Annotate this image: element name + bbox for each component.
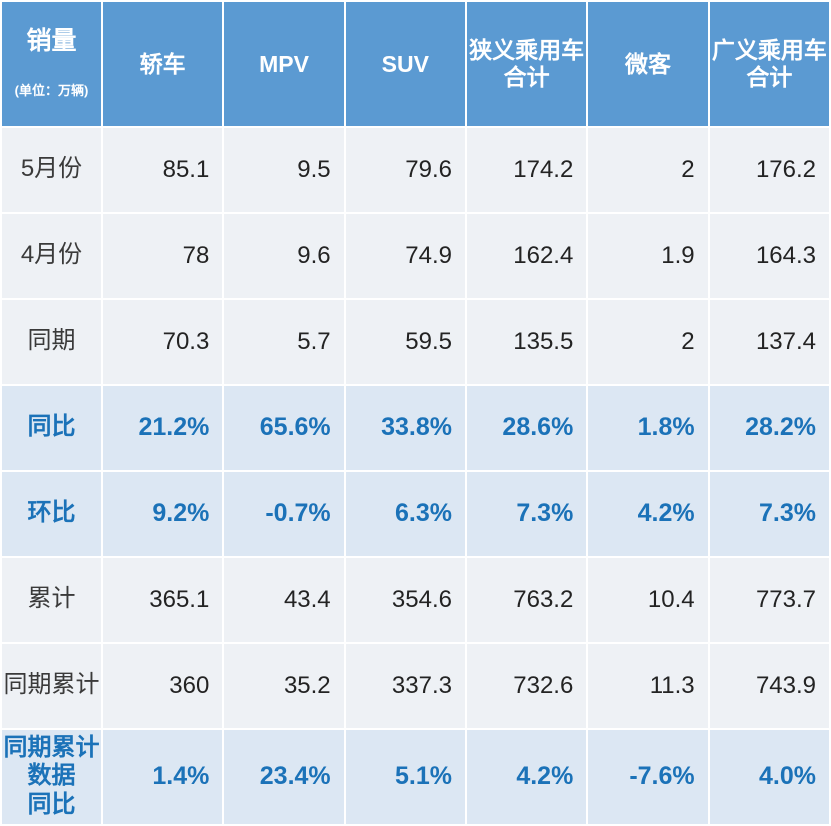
value-cell: 10.4 xyxy=(588,557,708,642)
value-cell: 78 xyxy=(103,213,223,298)
column-header-narrow-pv-total: 狭义乘用车 合计 xyxy=(466,2,587,126)
value-cell: -7.6% xyxy=(588,729,708,824)
value-cell: 85.1 xyxy=(103,127,223,212)
row-label: 4月份 xyxy=(2,213,101,298)
row-label: 同期 xyxy=(2,299,101,384)
value-cell: 21.2% xyxy=(103,385,223,470)
table-row-mom: 环比 9.2% -0.7% 6.3% 7.3% 4.2% 7.3% xyxy=(2,471,829,556)
value-cell: 1.8% xyxy=(588,385,708,470)
value-cell: 4.2% xyxy=(466,729,587,824)
table-row-may: 5月份 85.1 9.5 79.6 174.2 2 176.2 xyxy=(2,127,829,212)
value-cell: 9.5 xyxy=(224,127,344,212)
value-cell: 1.4% xyxy=(103,729,223,824)
value-cell: 28.6% xyxy=(466,385,587,470)
value-cell: 360 xyxy=(103,643,223,728)
value-cell: 365.1 xyxy=(103,557,223,642)
table-row-same-period-cumulative: 同期累计 360 35.2 337.3 732.6 11.3 743.9 xyxy=(2,643,829,728)
value-cell: 70.3 xyxy=(103,299,223,384)
value-cell: 11.3 xyxy=(588,643,708,728)
column-header-mpv: MPV xyxy=(224,2,344,126)
header-row: 销量 (单位：万辆) 轿车 MPV SUV 狭义乘用车 合计 微客 广义乘用车 … xyxy=(2,2,829,126)
value-cell: 65.6% xyxy=(224,385,344,470)
table-row-cumulative-yoy: 同期累计 数据 同比 1.4% 23.4% 5.1% 4.2% -7.6% 4.… xyxy=(2,729,829,824)
value-cell: 28.2% xyxy=(709,385,829,470)
value-cell: 35.2 xyxy=(224,643,344,728)
value-cell: 174.2 xyxy=(466,127,587,212)
value-cell: 5.7 xyxy=(224,299,344,384)
table-unit: (单位：万辆) xyxy=(14,83,89,99)
value-cell: 2 xyxy=(588,299,708,384)
value-cell: 176.2 xyxy=(709,127,829,212)
column-header-sedan: 轿车 xyxy=(103,2,223,126)
value-cell: 74.9 xyxy=(345,213,465,298)
value-cell: 732.6 xyxy=(466,643,587,728)
value-cell: 4.0% xyxy=(709,729,829,824)
table-body: 5月份 85.1 9.5 79.6 174.2 2 176.2 4月份 78 9… xyxy=(2,127,829,824)
value-cell: 162.4 xyxy=(466,213,587,298)
row-label: 累计 xyxy=(2,557,101,642)
value-cell: 354.6 xyxy=(345,557,465,642)
value-cell: 7.3% xyxy=(709,471,829,556)
value-cell: 59.5 xyxy=(345,299,465,384)
row-label: 同比 xyxy=(2,385,101,470)
value-cell: 135.5 xyxy=(466,299,587,384)
value-cell: 1.9 xyxy=(588,213,708,298)
value-cell: 763.2 xyxy=(466,557,587,642)
row-label: 同期累计 xyxy=(2,643,101,728)
table-row-yoy: 同比 21.2% 65.6% 33.8% 28.6% 1.8% 28.2% xyxy=(2,385,829,470)
value-cell: 23.4% xyxy=(224,729,344,824)
value-cell: 7.3% xyxy=(466,471,587,556)
value-cell: 79.6 xyxy=(345,127,465,212)
value-cell: 4.2% xyxy=(588,471,708,556)
value-cell: 5.1% xyxy=(345,729,465,824)
row-label: 环比 xyxy=(2,471,101,556)
value-cell: -0.7% xyxy=(224,471,344,556)
value-cell: 2 xyxy=(588,127,708,212)
table-header: 销量 (单位：万辆) 轿车 MPV SUV 狭义乘用车 合计 微客 广义乘用车 … xyxy=(2,2,829,126)
table-row-same-period: 同期 70.3 5.7 59.5 135.5 2 137.4 xyxy=(2,299,829,384)
column-header-microvan: 微客 xyxy=(588,2,708,126)
value-cell: 9.2% xyxy=(103,471,223,556)
value-cell: 337.3 xyxy=(345,643,465,728)
table-title: 销量 xyxy=(26,27,77,56)
value-cell: 33.8% xyxy=(345,385,465,470)
corner-cell: 销量 (单位：万辆) xyxy=(2,2,101,126)
value-cell: 743.9 xyxy=(709,643,829,728)
row-label: 5月份 xyxy=(2,127,101,212)
value-cell: 6.3% xyxy=(345,471,465,556)
value-cell: 43.4 xyxy=(224,557,344,642)
value-cell: 137.4 xyxy=(709,299,829,384)
table-row-cumulative: 累计 365.1 43.4 354.6 763.2 10.4 773.7 xyxy=(2,557,829,642)
row-label: 同期累计 数据 同比 xyxy=(2,729,101,824)
table-row-april: 4月份 78 9.6 74.9 162.4 1.9 164.3 xyxy=(2,213,829,298)
column-header-suv: SUV xyxy=(345,2,465,126)
value-cell: 164.3 xyxy=(709,213,829,298)
value-cell: 9.6 xyxy=(224,213,344,298)
column-header-broad-pv-total: 广义乘用车 合计 xyxy=(709,2,829,126)
value-cell: 773.7 xyxy=(709,557,829,642)
